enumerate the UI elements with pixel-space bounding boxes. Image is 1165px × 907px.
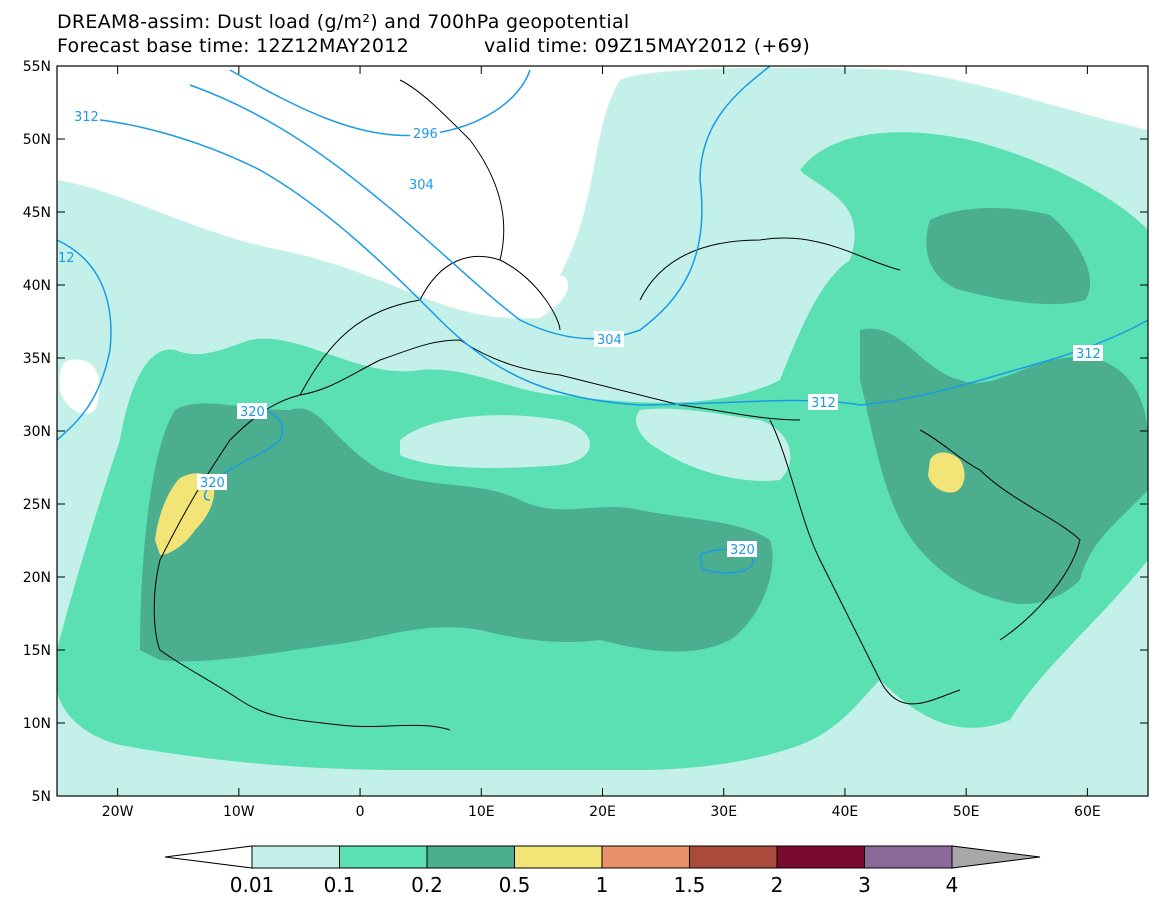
contour-labels: 312 296 304 12 304 320 320 320 312 312 bbox=[58, 108, 1103, 558]
lon-tick-label: 40E bbox=[832, 804, 859, 820]
lat-tick-label: 50N bbox=[23, 132, 51, 148]
map-plot-area: 312 296 304 12 304 320 320 320 312 312 bbox=[57, 66, 1148, 796]
colorbar-level-label: 1.5 bbox=[674, 873, 706, 897]
lat-tick-label: 45N bbox=[23, 205, 51, 221]
colorbar-under-arrow bbox=[164, 845, 253, 869]
contour-label-12: 12 bbox=[58, 251, 75, 266]
dust-level-0-5-area-gulf bbox=[928, 452, 965, 493]
contour-label-304-south: 304 bbox=[597, 333, 622, 348]
lat-tick-label: 10N bbox=[23, 716, 51, 732]
axis-ticks bbox=[57, 65, 1148, 797]
dust-level-0-2-area-west-africa bbox=[140, 403, 773, 662]
lon-tick-label: 20W bbox=[102, 804, 134, 820]
dust-level-0-2-area-middle-east bbox=[860, 328, 1148, 604]
lat-tick-label: 40N bbox=[23, 278, 51, 294]
colorbar-swatch bbox=[776, 845, 865, 869]
colorbar-swatch bbox=[514, 845, 603, 869]
lat-tick-label: 5N bbox=[32, 789, 51, 805]
colorbar-swatch bbox=[601, 845, 690, 869]
colorbar-level-label: 0.01 bbox=[230, 873, 275, 897]
lon-tick-label: 10W bbox=[223, 804, 255, 820]
lat-tick-label: 15N bbox=[23, 643, 51, 659]
lon-tick-label: 60E bbox=[1074, 804, 1101, 820]
colorbar-swatch bbox=[864, 845, 953, 869]
colorbar-level-label: 1 bbox=[596, 873, 609, 897]
dust-level-0-2-area-caspian bbox=[926, 208, 1091, 305]
contour-label-320-sudan: 320 bbox=[730, 543, 755, 558]
colorbar-over-arrow bbox=[951, 845, 1041, 869]
colorbar-level-label: 2 bbox=[771, 873, 784, 897]
colorbar-swatch bbox=[339, 845, 428, 869]
colorbar-labels: 0.01 0.1 0.2 0.5 1 1.5 2 3 4 bbox=[230, 873, 959, 897]
colorbar-level-label: 3 bbox=[858, 873, 871, 897]
no-dust-pocket bbox=[59, 359, 100, 414]
lat-tick-label: 30N bbox=[23, 424, 51, 440]
lon-tick-label: 20E bbox=[589, 804, 616, 820]
colorbar bbox=[164, 845, 1041, 869]
lat-tick-label: 20N bbox=[23, 570, 51, 586]
map-title: DREAM8-assim: Dust load (g/m²) and 700hP… bbox=[57, 11, 630, 33]
axis-tick-labels: 55N 50N 45N 40N 35N 30N 25N 20N 15N 10N 5N 20W 10W 0 1… bbox=[23, 59, 1101, 820]
contour-label-304-north: 304 bbox=[409, 178, 434, 193]
coastlines bbox=[153, 79, 1081, 731]
lon-tick-label: 0 bbox=[356, 804, 365, 820]
contour-label-320-north: 320 bbox=[240, 405, 265, 420]
dust-level-0-01-island-north-africa bbox=[400, 415, 590, 468]
contour-label-312-arabia: 312 bbox=[811, 396, 836, 411]
colorbar-swatch bbox=[689, 845, 778, 869]
lat-tick-label: 25N bbox=[23, 497, 51, 513]
colorbar-level-label: 0.2 bbox=[411, 873, 443, 897]
colorbar-level-label: 0.5 bbox=[499, 873, 531, 897]
colorbar-level-label: 4 bbox=[946, 873, 959, 897]
contour-label-312-iran: 312 bbox=[1076, 347, 1101, 362]
colorbar-level-label: 0.1 bbox=[324, 873, 356, 897]
contour-label-296: 296 bbox=[413, 127, 438, 142]
lon-tick-label: 30E bbox=[710, 804, 737, 820]
lon-tick-label: 10E bbox=[468, 804, 495, 820]
lat-tick-label: 35N bbox=[23, 351, 51, 367]
colorbar-swatch bbox=[251, 845, 340, 869]
colorbar-swatch bbox=[426, 845, 515, 869]
forecast-base-time: Forecast base time: 12Z12MAY2012 bbox=[57, 35, 409, 57]
lat-tick-label: 55N bbox=[23, 59, 51, 75]
contour-label-320-south: 320 bbox=[200, 476, 225, 491]
dust-level-0-01-island-egypt bbox=[636, 408, 791, 481]
lon-tick-label: 50E bbox=[953, 804, 980, 820]
geopotential-contours bbox=[57, 66, 1148, 574]
valid-time: valid time: 09Z15MAY2012 (+69) bbox=[484, 35, 811, 57]
contour-label-312-west: 312 bbox=[74, 110, 99, 125]
